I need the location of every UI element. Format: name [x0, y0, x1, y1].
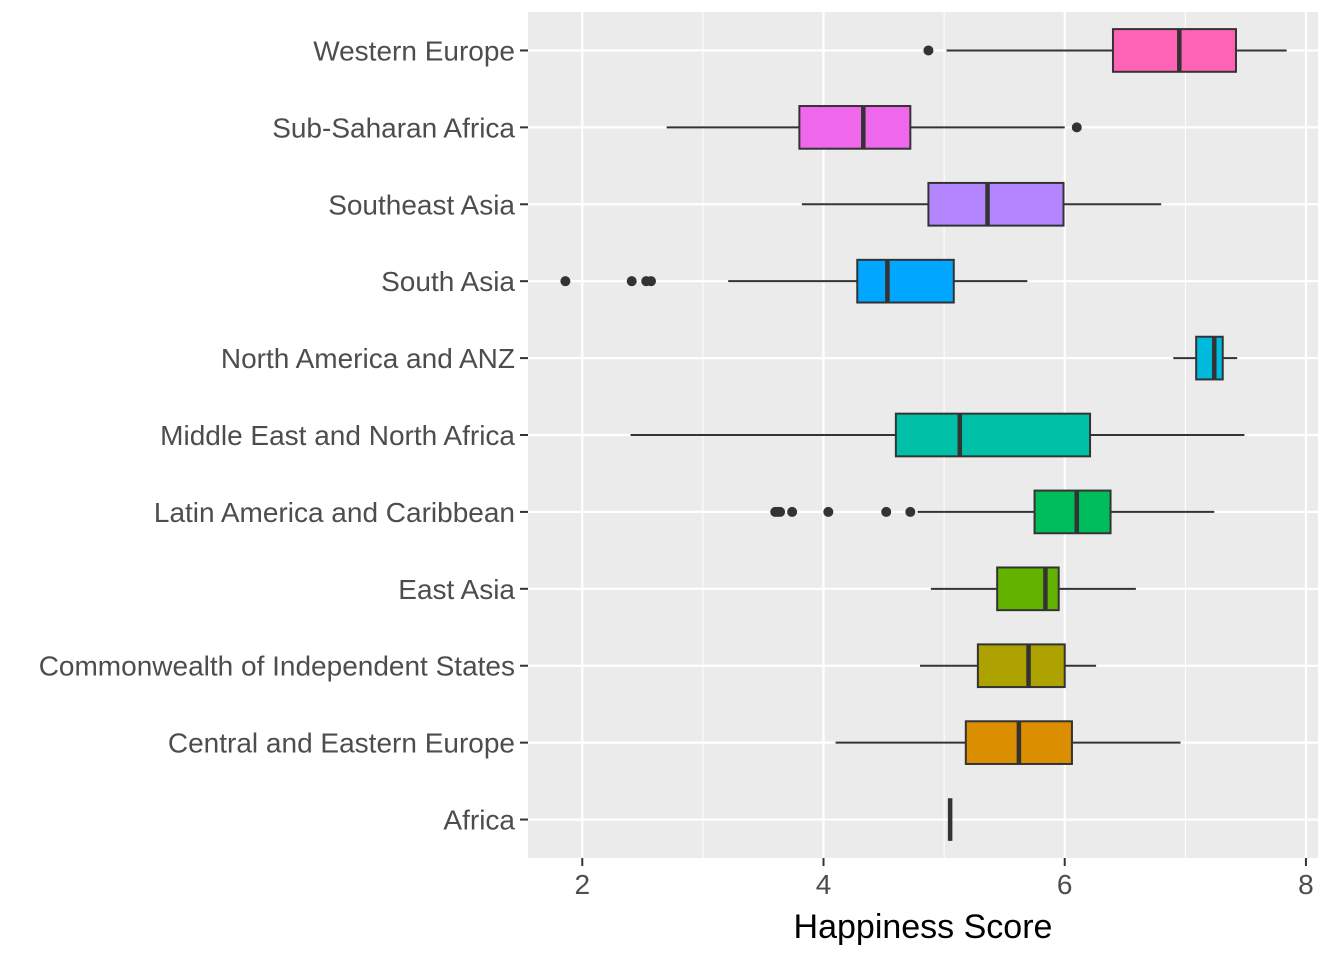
y-tick-label: Southeast Asia — [328, 189, 515, 220]
x-tick-label: 4 — [816, 869, 832, 900]
outlier-point — [775, 506, 786, 517]
x-tick-label: 8 — [1298, 869, 1314, 900]
y-tick-label: Sub-Saharan Africa — [272, 112, 515, 143]
box-iqr — [798, 105, 912, 150]
box-sub-saharan-africa — [666, 105, 1082, 150]
outlier-point — [560, 276, 571, 287]
outlier-point — [823, 506, 834, 517]
y-tick-label: Africa — [443, 805, 515, 836]
box-iqr — [1033, 489, 1112, 535]
x-axis: 2 4 6 8 — [574, 858, 1314, 900]
outlier-point — [923, 45, 934, 56]
box-commonwealth-of-independent-states — [919, 643, 1097, 689]
x-tick-label: 6 — [1057, 869, 1073, 900]
x-tick-label: 2 — [574, 869, 590, 900]
box-iqr — [894, 412, 1092, 458]
y-tick-label: North America and ANZ — [221, 343, 515, 374]
box-iqr — [1111, 28, 1237, 73]
y-tick-label: Latin America and Caribbean — [154, 497, 515, 528]
box-latin-america-and-caribbean — [770, 489, 1215, 535]
box-western-europe — [923, 28, 1287, 73]
box-east-asia — [930, 566, 1136, 612]
box-iqr — [1195, 335, 1224, 381]
box-southeast-asia — [801, 181, 1162, 227]
box-iqr — [856, 258, 955, 304]
box-middle-east-and-north-africa — [630, 412, 1245, 458]
y-axis: Africa Central and Eastern Europe Commonwe… — [39, 35, 528, 836]
box-layer — [560, 28, 1287, 841]
box-south-asia — [560, 258, 1028, 304]
box-north-america-and-anz — [1173, 335, 1238, 381]
box-iqr — [976, 643, 1066, 689]
x-axis-title: Happiness Score — [794, 908, 1053, 946]
box-iqr — [927, 181, 1065, 227]
y-tick-label: South Asia — [381, 266, 515, 297]
y-tick-label: Middle East and North Africa — [160, 420, 515, 451]
outlier-point — [905, 506, 916, 517]
y-tick-label: Western Europe — [313, 35, 515, 66]
y-tick-label: Commonwealth of Independent States — [39, 651, 515, 682]
outlier-point — [787, 506, 798, 517]
box-central-and-eastern-europe — [835, 720, 1181, 765]
y-tick-label: Central and Eastern Europe — [168, 728, 515, 759]
box-iqr — [996, 566, 1060, 612]
outlier-point — [881, 506, 892, 517]
y-tick-label: East Asia — [398, 574, 515, 605]
outlier-point — [1071, 122, 1082, 133]
outlier-point — [626, 276, 637, 287]
outlier-point — [646, 276, 657, 287]
